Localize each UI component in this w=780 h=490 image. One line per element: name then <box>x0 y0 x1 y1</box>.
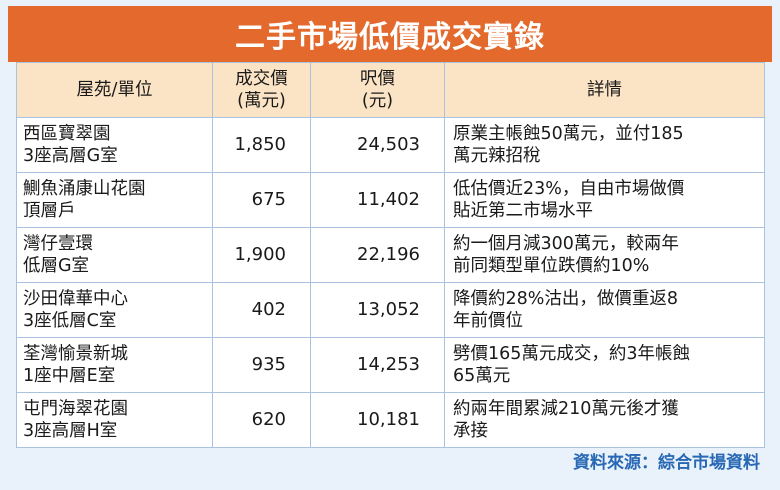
cell-details: 約兩年間累減210萬元後才獲 承接 <box>444 392 765 448</box>
header-psf-label: 呎價 <box>360 69 395 89</box>
cell-psf: 13,052 <box>310 282 445 338</box>
cell-price: 935 <box>212 337 311 393</box>
source-note: 資料來源：綜合市場資料 <box>573 453 760 473</box>
detail-line: 劈價165萬元成交，約3年帳蝕 <box>453 344 691 364</box>
cell-details: 劈價165萬元成交，約3年帳蝕 65萬元 <box>444 337 765 393</box>
cell-price: 675 <box>212 172 311 228</box>
estate-name: 西區寶翠園 <box>23 124 111 144</box>
cell-estate-unit: 屯門海翠花園 3座高層H室 <box>16 392 213 448</box>
detail-line: 承接 <box>453 421 488 441</box>
detail-line: 低估價近23%，自由市場做價 <box>453 179 685 199</box>
graphic-title: 二手市場低價成交實錄 <box>8 6 772 62</box>
table-row: 灣仔壹環 低層G室 1,900 22,196 約一個月減300萬元，較兩年 前同… <box>16 227 765 283</box>
cell-details: 原業主帳蝕50萬元，並付185 萬元辣招稅 <box>444 117 765 173</box>
cell-estate-unit: 鰂魚涌康山花園 頂層戶 <box>16 172 213 228</box>
detail-line: 約兩年間累減210萬元後才獲 <box>453 399 679 419</box>
cell-details: 低估價近23%，自由市場做價 貼近第二市場水平 <box>444 172 765 228</box>
header-psf-unit: (元) <box>361 91 394 111</box>
unit-name: 1座中層E室 <box>23 366 116 386</box>
cell-price: 402 <box>212 282 311 338</box>
header-price: 成交價 (萬元) <box>212 62 311 118</box>
cell-details: 降價約28%沽出，做價重返8 年前價位 <box>444 282 765 338</box>
unit-name: 3座高層H室 <box>23 421 118 441</box>
transactions-table: 屋苑/單位 成交價 (萬元) 呎價 (元) 詳情 西區寶翠園 3座高 <box>16 62 765 448</box>
cell-estate-unit: 沙田偉華中心 3座低層C室 <box>16 282 213 338</box>
cell-price: 1,900 <box>212 227 311 283</box>
estate-name: 灣仔壹環 <box>23 234 93 254</box>
unit-name: 3座低層C室 <box>23 311 117 331</box>
detail-line: 前同類型單位跌價約10% <box>453 256 650 276</box>
cell-psf: 24,503 <box>310 117 445 173</box>
cell-psf: 11,402 <box>310 172 445 228</box>
detail-line: 約一個月減300萬元，較兩年 <box>453 234 679 254</box>
estate-name: 沙田偉華中心 <box>23 289 128 309</box>
detail-line: 貼近第二市場水平 <box>453 201 593 221</box>
unit-name: 頂層戶 <box>23 201 76 221</box>
estate-name: 荃灣愉景新城 <box>23 344 128 364</box>
header-estate-unit-label: 屋苑/單位 <box>76 80 153 100</box>
table-row: 鰂魚涌康山花園 頂層戶 675 11,402 低估價近23%，自由市場做價 貼近… <box>16 172 765 228</box>
estate-name: 鰂魚涌康山花園 <box>23 179 146 199</box>
detail-line: 65萬元 <box>453 366 511 386</box>
table-row: 屯門海翠花園 3座高層H室 620 10,181 約兩年間累減210萬元後才獲 … <box>16 392 765 448</box>
cell-price: 1,850 <box>212 117 311 173</box>
header-price-unit: (萬元) <box>237 91 286 111</box>
detail-line: 年前價位 <box>453 311 523 331</box>
cell-estate-unit: 荃灣愉景新城 1座中層E室 <box>16 337 213 393</box>
estate-name: 屯門海翠花園 <box>23 399 128 419</box>
cell-details: 約一個月減300萬元，較兩年 前同類型單位跌價約10% <box>444 227 765 283</box>
table-header-row: 屋苑/單位 成交價 (萬元) 呎價 (元) 詳情 <box>16 62 765 118</box>
table-row: 沙田偉華中心 3座低層C室 402 13,052 降價約28%沽出，做價重返8 … <box>16 282 765 338</box>
header-estate-unit: 屋苑/單位 <box>16 62 213 118</box>
detail-line: 萬元辣招稅 <box>453 146 541 166</box>
unit-name: 3座高層G室 <box>23 146 118 166</box>
cell-psf: 10,181 <box>310 392 445 448</box>
unit-name: 低層G室 <box>23 256 90 276</box>
cell-estate-unit: 西區寶翠園 3座高層G室 <box>16 117 213 173</box>
table-row: 西區寶翠園 3座高層G室 1,850 24,503 原業主帳蝕50萬元，並付18… <box>16 117 765 173</box>
detail-line: 降價約28%沽出，做價重返8 <box>453 289 679 309</box>
header-details: 詳情 <box>444 62 765 118</box>
header-price-label: 成交價 <box>235 69 288 89</box>
table-row: 荃灣愉景新城 1座中層E室 935 14,253 劈價165萬元成交，約3年帳蝕… <box>16 337 765 393</box>
cell-psf: 14,253 <box>310 337 445 393</box>
cell-psf: 22,196 <box>310 227 445 283</box>
detail-line: 原業主帳蝕50萬元，並付185 <box>453 124 684 144</box>
header-psf: 呎價 (元) <box>310 62 445 118</box>
cell-price: 620 <box>212 392 311 448</box>
cell-estate-unit: 灣仔壹環 低層G室 <box>16 227 213 283</box>
header-details-label: 詳情 <box>587 80 622 100</box>
